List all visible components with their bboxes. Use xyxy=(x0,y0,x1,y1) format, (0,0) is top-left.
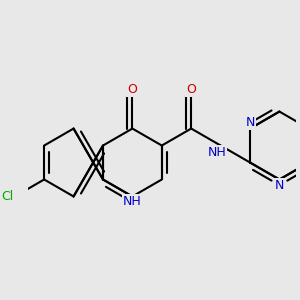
Text: O: O xyxy=(186,83,196,96)
Text: N: N xyxy=(245,116,255,129)
Text: O: O xyxy=(128,83,137,96)
Text: NH: NH xyxy=(123,195,142,208)
Text: N: N xyxy=(275,179,284,192)
Text: Cl: Cl xyxy=(2,190,14,203)
Text: NH: NH xyxy=(208,146,226,159)
